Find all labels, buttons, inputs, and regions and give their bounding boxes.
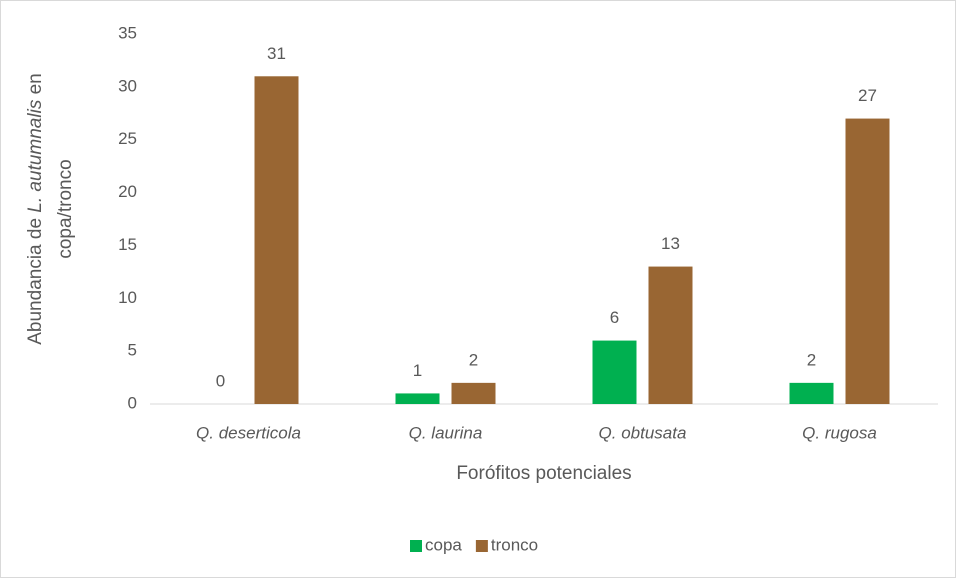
y-axis-title-part: Abundancia de (25, 213, 46, 345)
x-tick-label: Q. obtusata (599, 423, 687, 442)
x-tick-label: Q. laurina (409, 423, 483, 442)
y-axis-title-part: L. autumnalis (25, 99, 46, 213)
bar (451, 382, 496, 404)
bar (254, 76, 299, 405)
bar (592, 340, 637, 404)
bar (395, 393, 440, 404)
legend-label: tronco (491, 535, 538, 554)
bar (789, 382, 834, 404)
x-tick-label: Q. deserticola (196, 423, 301, 442)
y-tick-label: 15 (118, 235, 137, 254)
data-label: 31 (267, 44, 286, 63)
y-tick-label: 30 (118, 76, 137, 95)
y-tick-label: 10 (118, 288, 137, 307)
data-label: 27 (858, 86, 877, 105)
y-tick-label: 20 (118, 182, 137, 201)
y-tick-label: 5 (128, 341, 137, 360)
legend-swatch (475, 540, 488, 552)
data-label: 0 (216, 371, 225, 390)
data-label: 2 (807, 350, 816, 369)
y-axis-title: copa/tronco (55, 159, 76, 258)
y-axis-title-part: copa/tronco (55, 159, 76, 258)
data-label: 6 (610, 308, 619, 327)
y-tick-label: 35 (118, 23, 137, 42)
x-axis-title: Forófitos potenciales (456, 463, 631, 484)
bar (845, 118, 890, 405)
y-tick-label: 25 (118, 129, 137, 148)
bar (648, 266, 693, 404)
legend-label: copa (425, 535, 462, 554)
data-label: 2 (469, 350, 478, 369)
legend-swatch (410, 540, 422, 552)
y-axis-title: Abundancia de L. autumnalis en (25, 73, 46, 345)
x-tick-label: Q. rugosa (802, 423, 877, 442)
y-axis-title-part: en (25, 73, 46, 99)
data-label: 13 (661, 234, 680, 253)
y-tick-label: 0 (128, 393, 137, 412)
data-label: 1 (413, 361, 422, 380)
